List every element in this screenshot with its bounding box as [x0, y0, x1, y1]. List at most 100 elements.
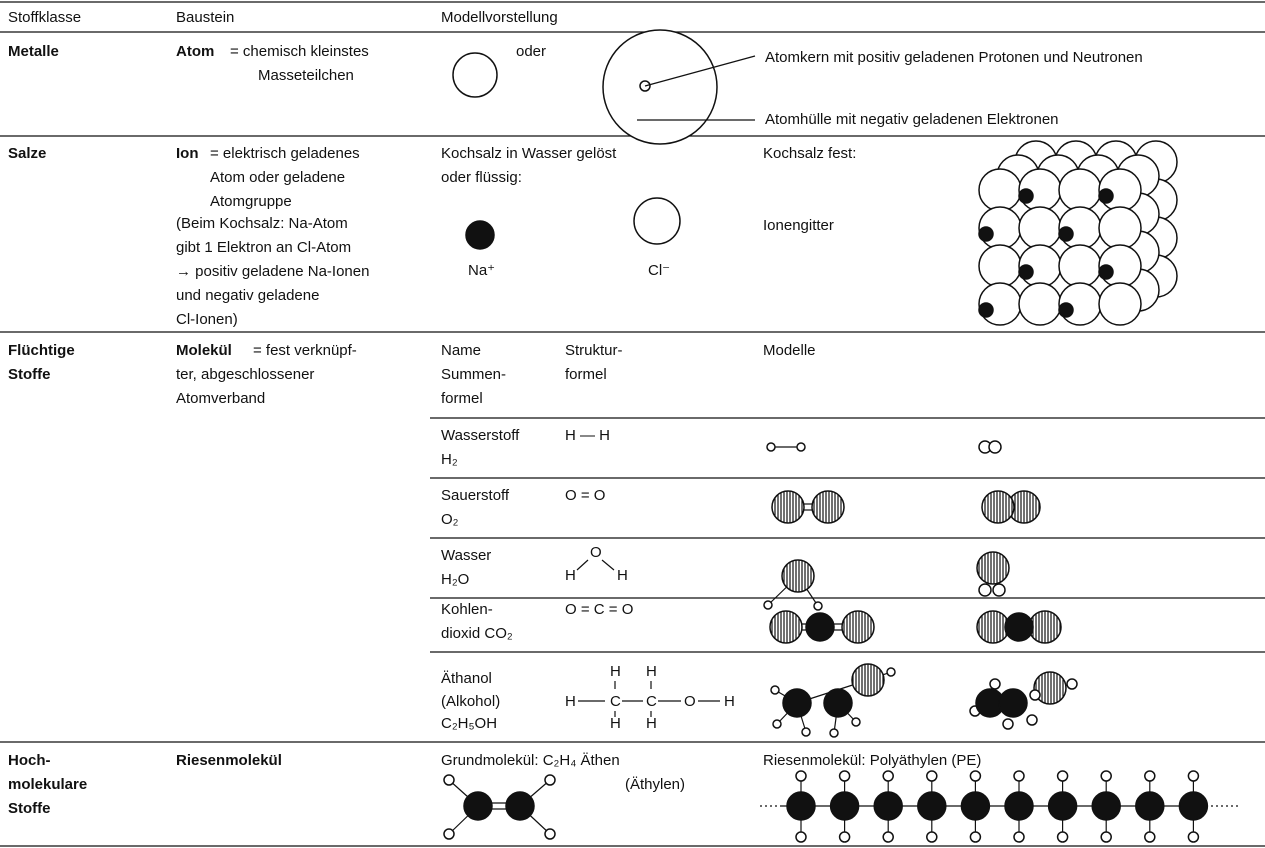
text: = chemisch kleinstes — [230, 43, 369, 60]
class-name: molekulare — [8, 776, 87, 793]
black-atom — [1058, 226, 1074, 242]
black-atom — [998, 688, 1028, 718]
text: ter, abgeschlossener — [176, 366, 314, 383]
white-atom — [1098, 282, 1142, 326]
white-atom — [1056, 770, 1069, 782]
white-atom — [882, 770, 894, 782]
white-atom — [772, 719, 782, 729]
black-atom — [978, 302, 994, 318]
column-header: Stoffklasse — [8, 9, 81, 26]
black-atom — [1018, 188, 1034, 204]
text: Kochsalz fest: — [763, 145, 856, 162]
black-atom — [1135, 791, 1165, 821]
white-atom — [796, 442, 806, 452]
black-atom — [465, 220, 495, 250]
term: Riesenmolekül — [176, 752, 282, 769]
black-atom — [782, 688, 812, 718]
structure: H — H — [565, 427, 610, 444]
white-atom — [795, 831, 807, 843]
white-atom — [1187, 831, 1200, 843]
white-atom — [992, 583, 1006, 597]
text: (Beim Kochsalz: Na-Atom — [176, 215, 348, 232]
white-atom — [1100, 831, 1112, 843]
text: Sauerstoff — [441, 487, 510, 504]
column-header: Baustein — [176, 9, 234, 26]
structure: O = C = O — [565, 601, 633, 618]
class-name: Salze — [8, 145, 46, 162]
black-atom — [1178, 791, 1209, 821]
sub-header: Name — [441, 342, 481, 359]
text: Cl⁻ — [648, 262, 670, 279]
structure: H — [610, 715, 621, 732]
pointer — [644, 55, 756, 87]
black-atom — [978, 226, 994, 242]
black-atom — [805, 612, 835, 642]
term: Atom — [176, 43, 214, 60]
text: und negativ geladene — [176, 287, 319, 304]
structure: H — [724, 693, 735, 710]
white-atom — [978, 244, 1022, 288]
white-atom — [1013, 770, 1025, 782]
white-atom — [1144, 770, 1156, 782]
text: Atomhülle mit negativ geladenen Elektron… — [765, 111, 1059, 128]
white-atom — [926, 831, 938, 843]
white-atom — [978, 583, 992, 597]
structure: O = O — [565, 487, 605, 504]
white-atom — [763, 600, 773, 610]
text: dioxid CO₂ — [441, 625, 513, 642]
white-atom — [1056, 831, 1069, 843]
white-atom — [544, 774, 556, 786]
white-atom — [1187, 770, 1200, 782]
white-atom — [1002, 718, 1014, 730]
white-atom — [1018, 206, 1062, 250]
text: gibt 1 Elektron an Cl-Atom — [176, 239, 351, 256]
rule — [601, 559, 615, 571]
black-atom — [1004, 791, 1034, 821]
hatch-atom — [841, 610, 875, 644]
white-atom — [989, 678, 1001, 690]
text: H₂ — [441, 451, 458, 468]
white-atom — [766, 442, 776, 452]
white-atom — [1058, 244, 1102, 288]
class-name: Stoffe — [8, 800, 51, 817]
white-atom — [1100, 770, 1112, 782]
white-atom — [801, 727, 811, 737]
black-atom — [823, 688, 853, 718]
white-atom — [1058, 168, 1102, 212]
black-atom — [786, 791, 816, 821]
text: Atom oder geladene — [210, 169, 345, 186]
white-atom — [813, 601, 823, 611]
white-atom — [838, 831, 851, 843]
white-atom — [926, 770, 938, 782]
text: Wasser — [441, 547, 491, 564]
black-atom — [1018, 264, 1034, 280]
text: = elektrisch geladenes — [210, 145, 360, 162]
text: Kohlen- — [441, 601, 493, 618]
class-name: Metalle — [8, 43, 59, 60]
sub-header: formel — [441, 390, 483, 407]
text: oder flüssig: — [441, 169, 522, 186]
black-atom — [1004, 612, 1034, 642]
text: Äthanol — [441, 670, 492, 687]
text: Wasserstoff — [441, 427, 520, 444]
hatch-atom — [781, 559, 815, 593]
hatch-atom — [1033, 671, 1067, 705]
class-name: Hoch- — [8, 752, 51, 769]
text: O₂ — [441, 511, 459, 528]
white-atom — [443, 828, 455, 840]
white-atom — [1013, 831, 1025, 843]
structure: C — [646, 693, 657, 710]
class-name: Flüchtige — [8, 342, 75, 359]
white-atom — [886, 667, 896, 677]
white-atom — [1144, 831, 1156, 843]
white-atom — [602, 29, 718, 145]
white-atom — [795, 770, 807, 782]
white-atom — [452, 52, 498, 98]
black-atom — [463, 791, 493, 821]
hatch-atom — [811, 490, 845, 524]
black-atom — [1047, 791, 1078, 821]
hatch-atom — [976, 551, 1010, 585]
structure: H — [565, 693, 576, 710]
text: Ionengitter — [763, 217, 834, 234]
black-atom — [829, 791, 860, 821]
